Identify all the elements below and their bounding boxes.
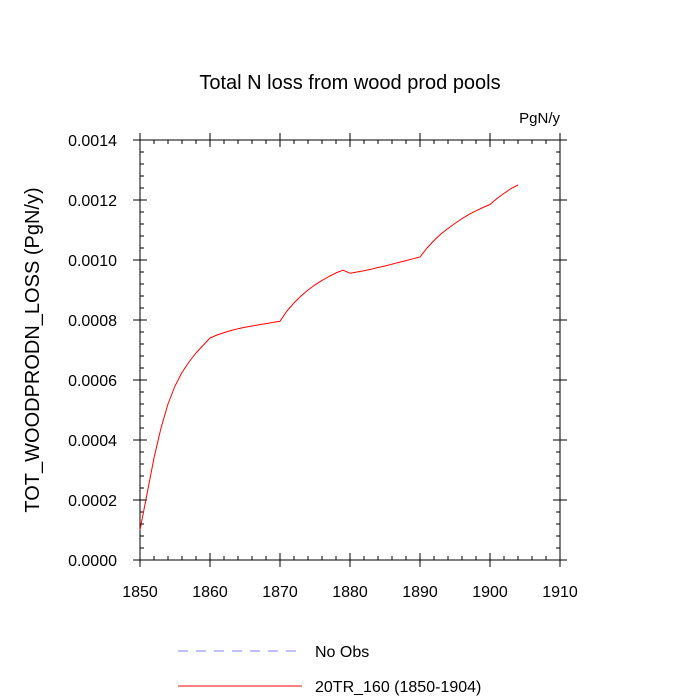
x-tick-label: 1870 — [262, 584, 298, 601]
series-layer — [139, 184, 519, 531]
y-tick-label: 0.0006 — [68, 373, 117, 390]
chart-title: Total N loss from wood prod pools — [199, 72, 500, 94]
y-tick-label: 0.0008 — [68, 313, 117, 330]
axis-ticks — [133, 133, 567, 567]
legend-label-no-obs: No Obs — [315, 644, 369, 661]
legend: No Obs 20TR_160 (1850-1904) — [178, 644, 481, 696]
x-tick-label: 1850 — [122, 584, 158, 601]
y-tick-label: 0.0010 — [68, 253, 117, 270]
x-tick-label: 1890 — [402, 584, 438, 601]
x-tick-label: 1900 — [472, 584, 508, 601]
x-tick-label: 1880 — [332, 584, 368, 601]
x-tick-label: 1860 — [192, 584, 228, 601]
y-tick-label: 0.0002 — [68, 493, 117, 510]
series-line-20tr-160-1850-1904 — [139, 184, 519, 531]
y-tick-labels: 0.0000 0.0002 0.0004 0.0006 0.0008 0.0010 0.00… — [68, 133, 117, 570]
x-tick-label: 1910 — [542, 584, 578, 601]
legend-label-20tr-160: 20TR_160 (1850-1904) — [315, 679, 481, 696]
y-tick-label: 0.0004 — [68, 433, 117, 450]
y-tick-label: 0.0000 — [68, 553, 117, 570]
y-tick-label: 0.0012 — [68, 193, 117, 210]
y-axis-label: TOT_WOODPRODN_LOSS (PgN/y) — [22, 187, 44, 512]
x-tick-labels: 1850 1860 1870 1880 1890 1900 1910 — [122, 584, 578, 601]
y-tick-label: 0.0014 — [68, 133, 117, 150]
plot-frame — [139, 139, 561, 561]
units-label: PgN/y — [519, 110, 560, 127]
